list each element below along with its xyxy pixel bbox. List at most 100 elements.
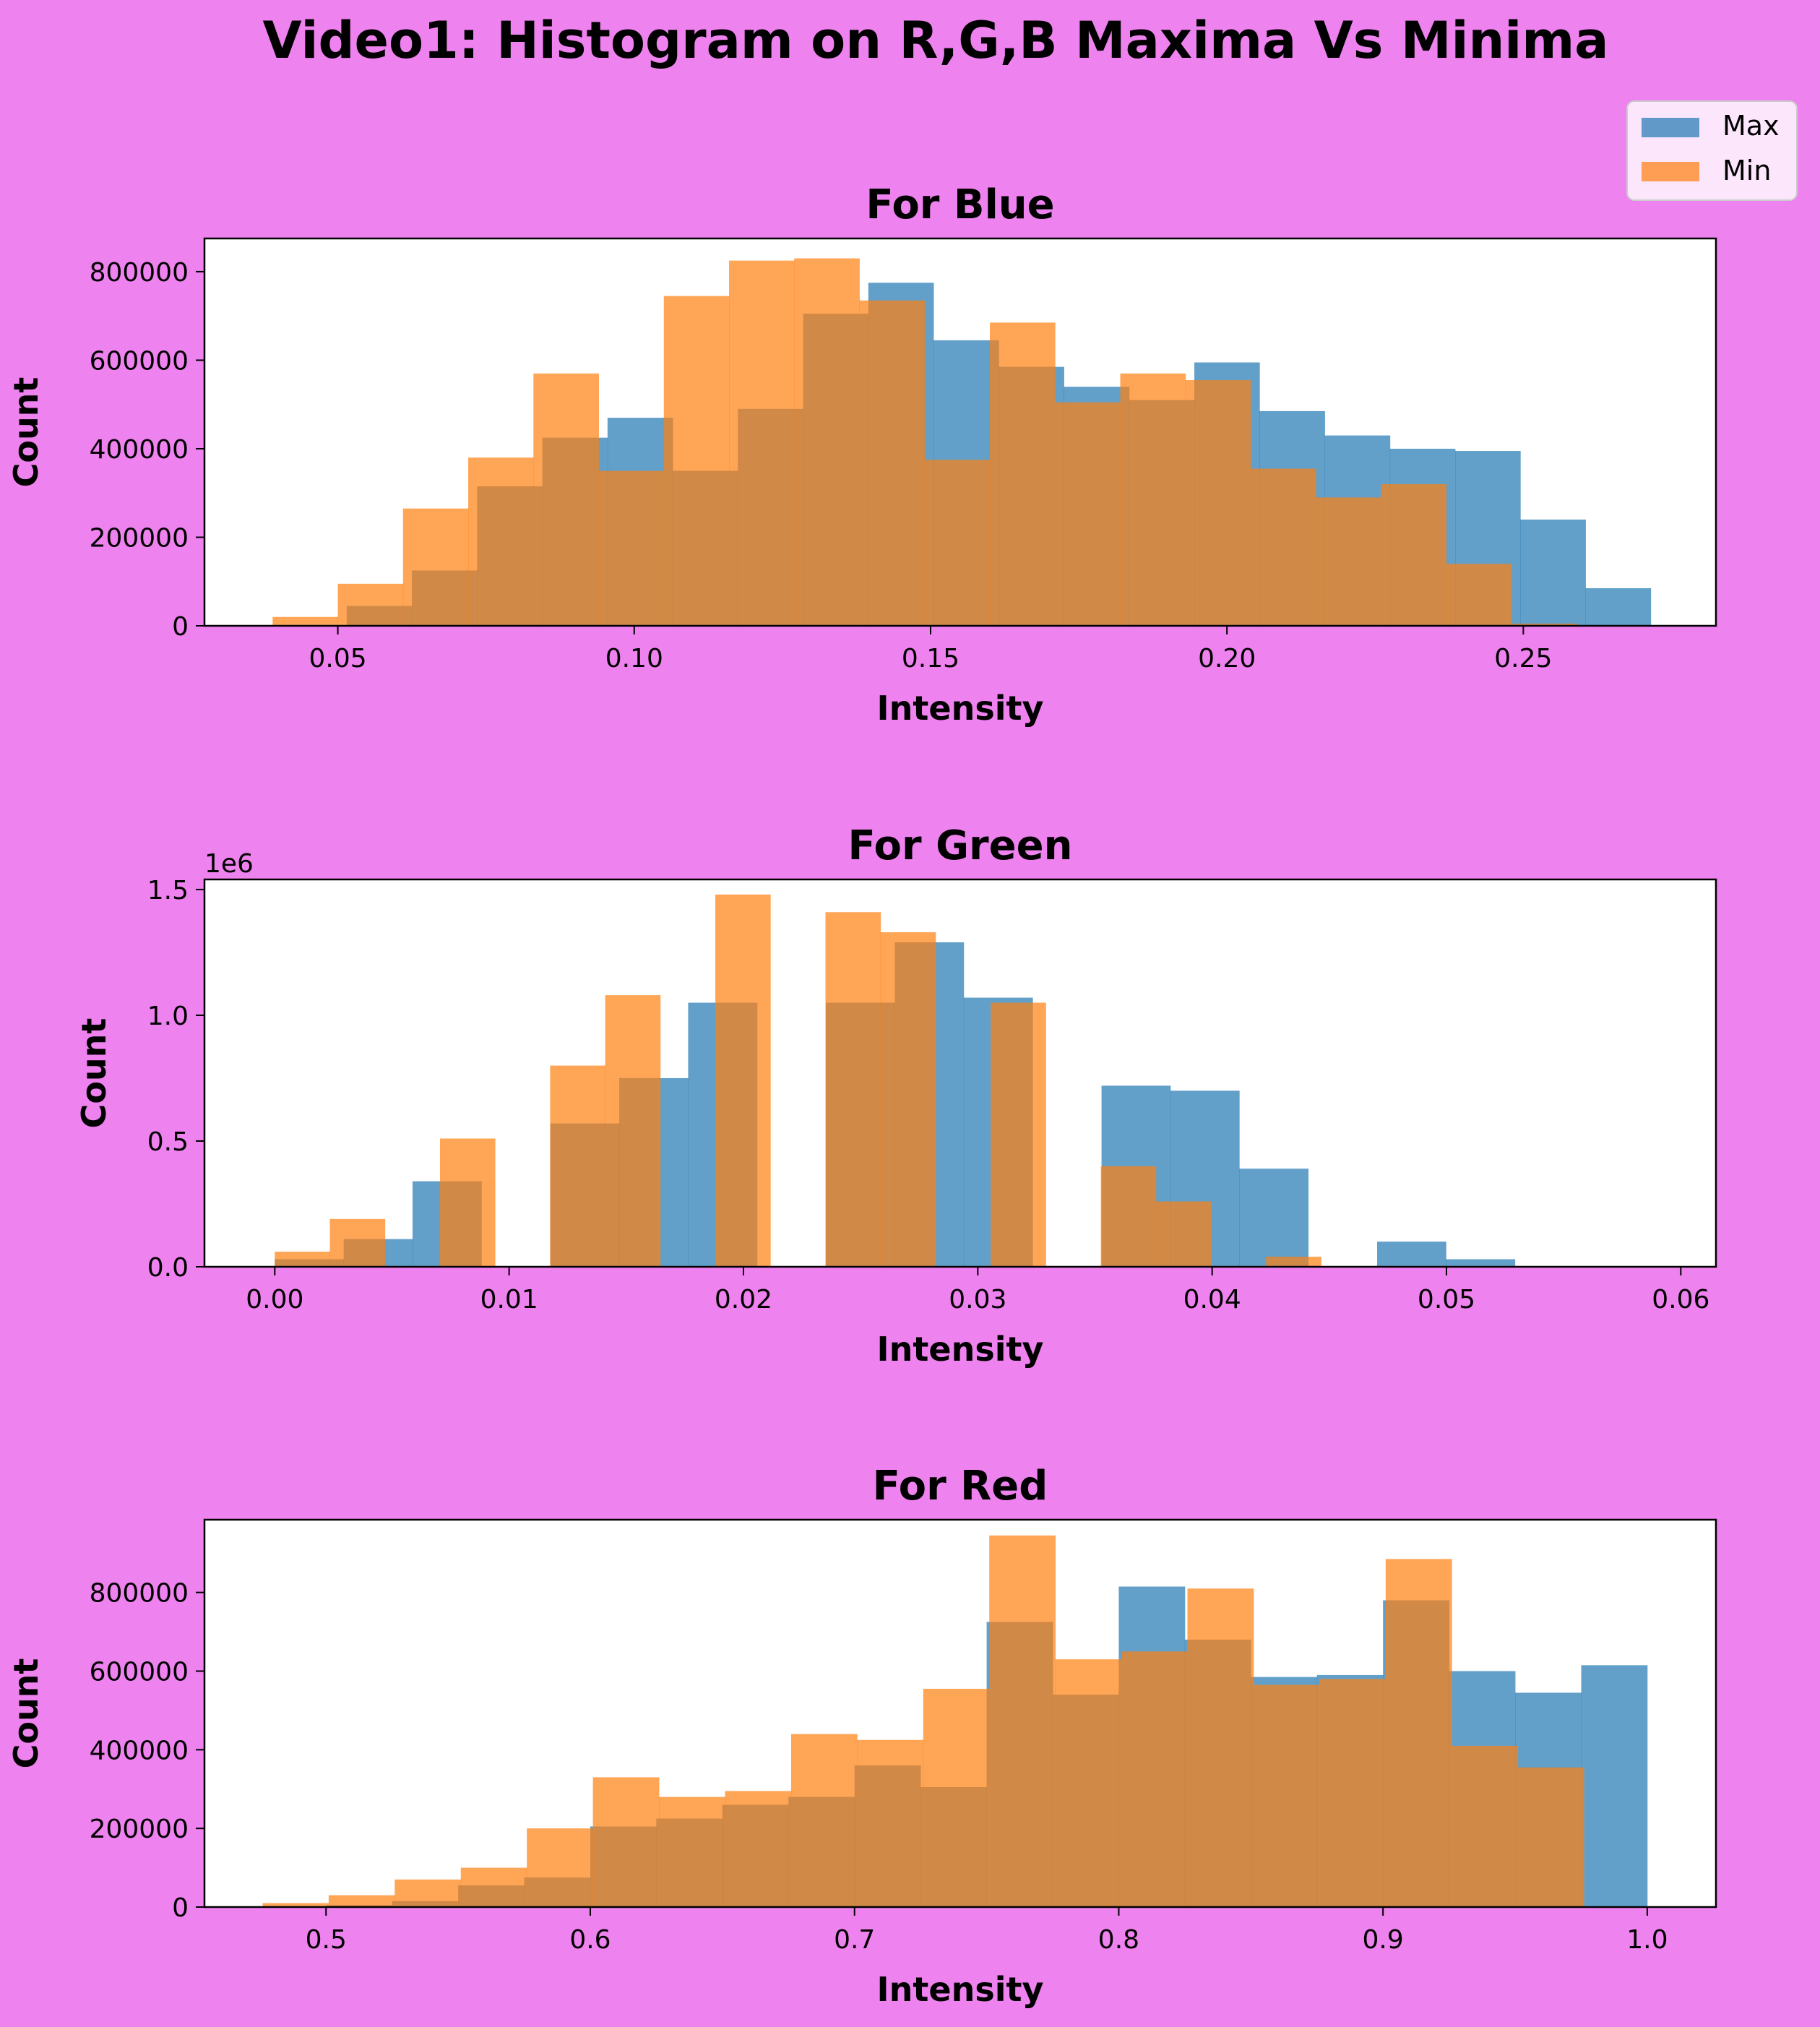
figure-title: Video1: Histogram on R,G,B Maxima Vs Min…	[263, 11, 1609, 70]
bar-min	[402, 508, 469, 626]
bar-max	[1377, 1241, 1446, 1267]
bar-min	[1100, 1166, 1157, 1267]
series-min-blue	[272, 258, 1577, 626]
bar-min	[1446, 564, 1512, 626]
y-tick-label: 400000	[90, 435, 189, 465]
bar-min	[592, 1777, 660, 1907]
bar-min	[924, 460, 991, 626]
x-tick-label: 0.04	[1183, 1285, 1241, 1314]
legend: Max Min	[1626, 100, 1798, 201]
bar-min	[550, 1065, 606, 1267]
bar-max	[1520, 519, 1586, 626]
bar-min	[598, 470, 665, 626]
bar-min	[663, 296, 730, 626]
bar-max	[1585, 588, 1652, 626]
x-tick-label: 0.25	[1494, 644, 1552, 673]
x-tick-label: 0.06	[1652, 1285, 1709, 1314]
bar-min	[659, 1796, 725, 1907]
legend-swatch-min	[1642, 162, 1699, 181]
bar-min	[460, 1867, 527, 1907]
bar-min	[923, 1688, 990, 1907]
x-tick-label: 0.8	[1098, 1925, 1139, 1955]
bar-min	[262, 1903, 329, 1907]
y-tick-label: 0.0	[147, 1253, 189, 1283]
y-tick-label: 600000	[90, 1658, 189, 1687]
panel-title-green: For Green	[848, 822, 1073, 869]
bar-min	[533, 373, 599, 626]
axes-frame-blue	[203, 237, 1717, 627]
bar-min	[1185, 380, 1251, 626]
y-axis-label-red: Count	[7, 1658, 46, 1769]
series-min-green	[275, 894, 1321, 1267]
bar-min	[1511, 623, 1577, 626]
panel-blue: 0.05 0.10 0.15 0.20 0.25 0 200000 400000 600000 8…	[7, 181, 1717, 728]
y-tick-label: 200000	[90, 523, 189, 553]
bar-min	[272, 616, 338, 626]
x-tick-label: 0.6	[569, 1925, 611, 1955]
y-axis-label-blue: Count	[7, 377, 46, 488]
x-tick-label: 0.05	[309, 644, 367, 673]
bar-min	[859, 300, 926, 626]
x-tick-label: 0.10	[605, 644, 663, 673]
bar-min	[990, 322, 1056, 626]
bar-min	[1250, 468, 1316, 626]
y-offset-label-green: 1e6	[204, 849, 254, 879]
axes-frame-green	[203, 878, 1717, 1268]
x-tick-label: 0.20	[1198, 644, 1256, 673]
bar-min	[275, 1252, 330, 1267]
bar-min	[857, 1739, 924, 1907]
y-tick-label: 0	[172, 1893, 189, 1923]
bar-min	[880, 932, 936, 1267]
x-tick-label: 0.9	[1363, 1925, 1404, 1955]
bar-max	[1446, 1259, 1516, 1267]
x-tick-label: 1.0	[1626, 1925, 1668, 1955]
x-tick-label: 0.05	[1418, 1285, 1475, 1314]
x-tick-label: 0.01	[480, 1285, 538, 1314]
legend-label-max: Max	[1722, 110, 1780, 142]
bar-min	[439, 1138, 496, 1267]
bar-min	[605, 995, 661, 1267]
bar-min	[715, 894, 771, 1267]
y-tick-label: 400000	[90, 1736, 189, 1765]
bar-min	[1187, 1588, 1254, 1907]
y-tick-label: 1.5	[147, 876, 189, 905]
y-tick-label: 200000	[90, 1815, 189, 1844]
panel-title-red: For Red	[873, 1463, 1048, 1510]
bar-min	[1452, 1745, 1519, 1907]
bar-min	[991, 1002, 1046, 1267]
bar-min	[1266, 1257, 1321, 1267]
bar-min	[1381, 483, 1447, 626]
bar-min	[468, 457, 534, 626]
y-tick-label: 1.0	[147, 1002, 189, 1031]
bar-min	[1055, 402, 1121, 626]
bar-min	[394, 1879, 462, 1907]
bar-min	[1155, 1201, 1212, 1267]
bar-min	[1316, 497, 1381, 626]
x-axis-label-blue: Intensity	[877, 689, 1044, 728]
x-tick-label: 0.5	[306, 1925, 347, 1955]
panel-red: 0.5 0.6 0.7 0.8 0.9 1.0 0 200000 400000 600000 800…	[7, 1463, 1717, 2009]
x-tick-label: 0.02	[715, 1285, 772, 1314]
x-tick-label: 0.00	[246, 1285, 303, 1314]
bar-min	[1120, 373, 1186, 626]
bar-max	[1239, 1169, 1309, 1267]
x-tick-label: 0.03	[949, 1285, 1006, 1314]
bar-min	[1319, 1679, 1386, 1907]
bar-min	[1121, 1651, 1188, 1907]
panel-green: 0.00 0.01 0.02 0.03 0.04 0.05 0.06 0.0 0.5 1.0 1.5…	[74, 822, 1717, 1369]
bar-min	[1253, 1684, 1320, 1907]
y-tick-label: 800000	[90, 258, 189, 288]
x-axis-label-green: Intensity	[877, 1330, 1044, 1369]
panel-title-blue: For Blue	[866, 181, 1054, 228]
x-tick-label: 0.7	[834, 1925, 875, 1955]
bar-min	[1055, 1659, 1122, 1907]
bar-max	[1581, 1665, 1648, 1907]
bar-min	[527, 1828, 594, 1907]
axes-frame-red	[203, 1518, 1717, 1908]
x-tick-label: 0.15	[902, 644, 959, 673]
bar-min	[725, 1791, 792, 1907]
bar-min	[328, 1895, 395, 1907]
y-axis-label-green: Count	[74, 1018, 113, 1129]
legend-label-min: Min	[1722, 155, 1771, 186]
